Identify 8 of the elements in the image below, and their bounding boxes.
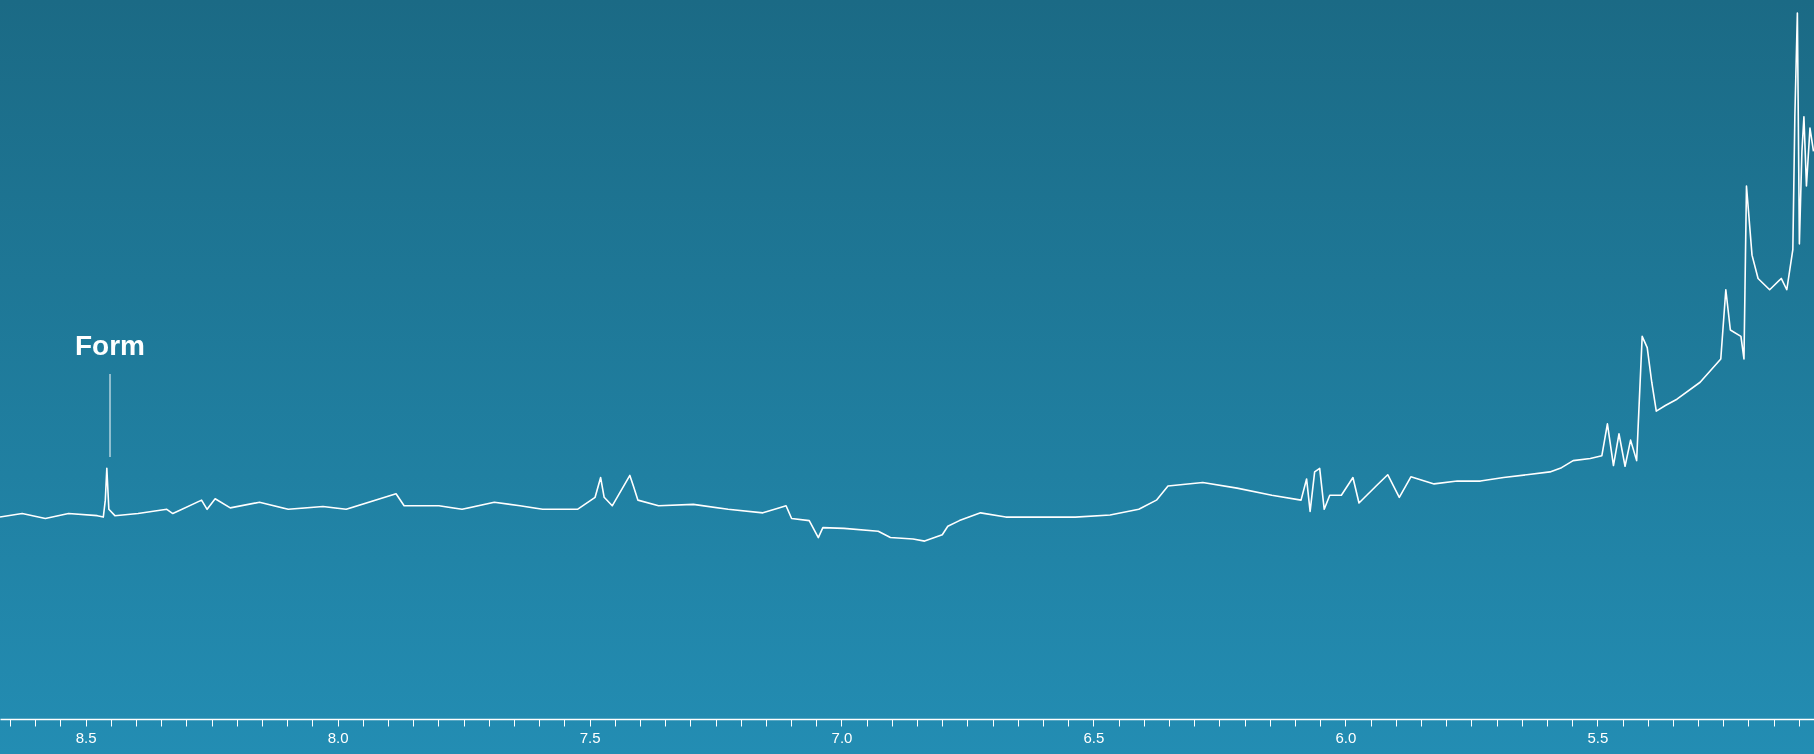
- x-tick-label: 7.5: [579, 728, 601, 746]
- x-tick-label: 8.0: [327, 728, 349, 746]
- x-tick-label: 6.0: [1335, 728, 1357, 746]
- x-tick-label: 5.5: [1587, 728, 1609, 746]
- x-tick-label: 7.0: [831, 728, 853, 746]
- x-tick-label: 8.5: [75, 728, 97, 746]
- x-tick-label: 6.5: [1083, 728, 1105, 746]
- annotation: Form: [75, 330, 145, 361]
